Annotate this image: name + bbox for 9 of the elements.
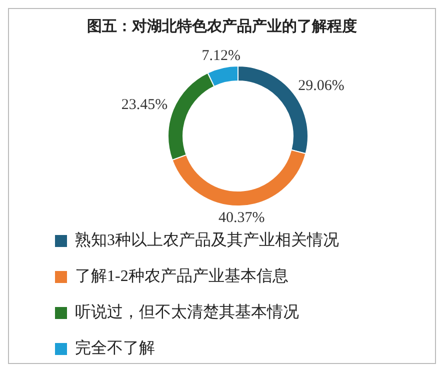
data-label: 40.37% [218,210,265,226]
legend-label: 听说过，但不太清楚其基本情况 [75,302,299,323]
chart-title: 图五：对湖北特色农产品产业的了解程度 [86,17,358,36]
legend-label: 了解1-2种农产品产业基本信息 [75,266,288,287]
legend-label: 完全不了解 [75,338,155,359]
data-label: 23.45% [121,97,168,114]
data-label: 7.12% [202,48,241,64]
data-label: 29.06% [298,78,344,94]
legend-label: 熟知3种以上农产品及其产业相关情况 [75,232,339,249]
